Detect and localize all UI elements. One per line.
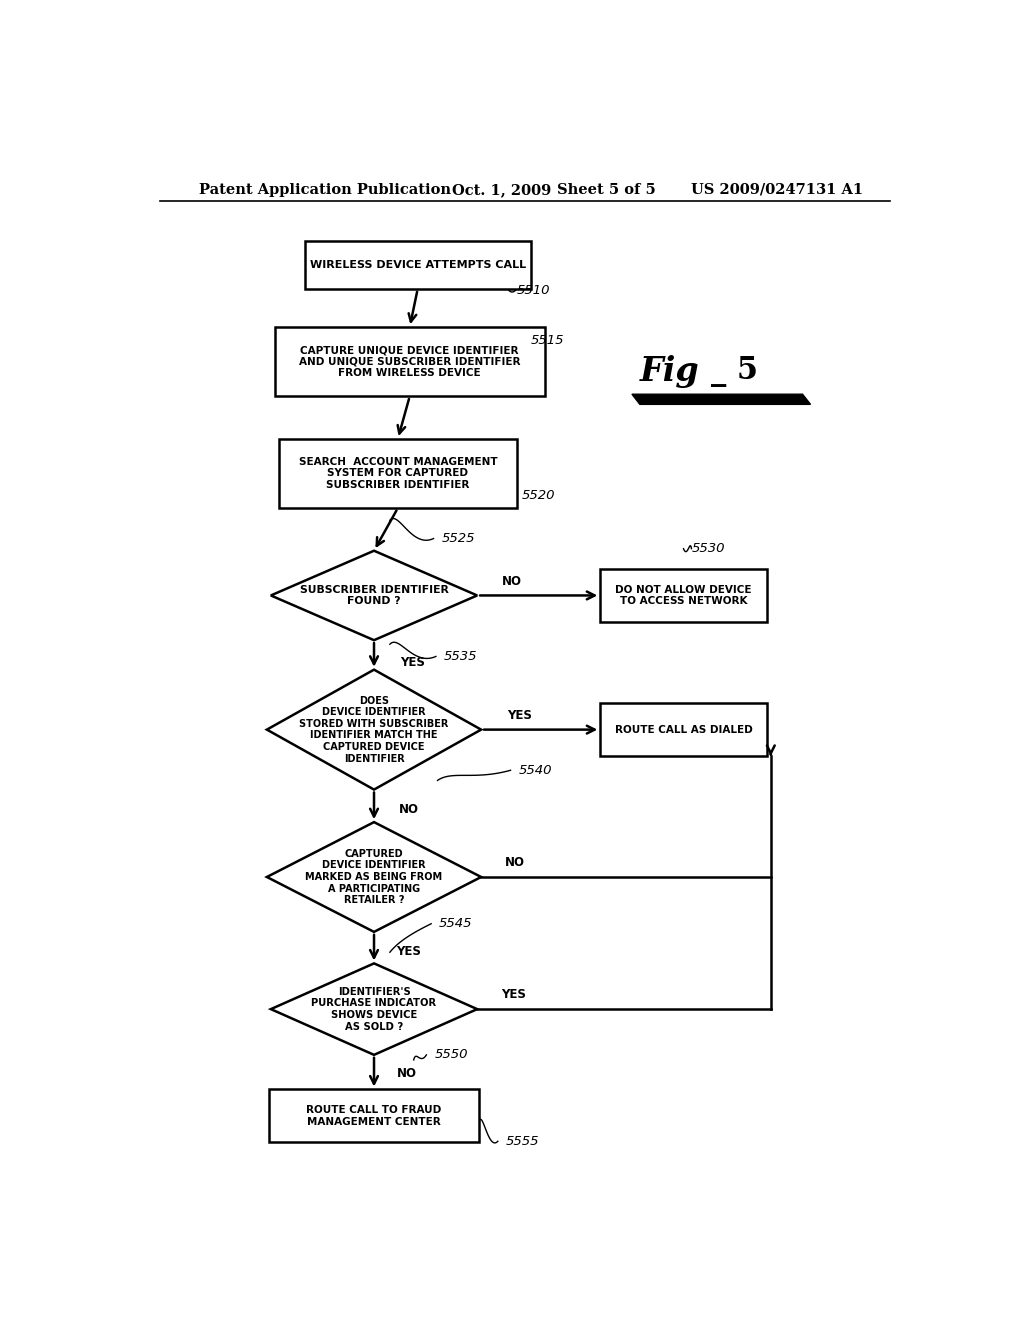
Text: CAPTURE UNIQUE DEVICE IDENTIFIER
AND UNIQUE SUBSCRIBER IDENTIFIER
FROM WIRELESS : CAPTURE UNIQUE DEVICE IDENTIFIER AND UNI…	[299, 345, 520, 379]
Text: SUBSCRIBER IDENTIFIER
FOUND ?: SUBSCRIBER IDENTIFIER FOUND ?	[300, 585, 449, 606]
Text: IDENTIFIER'S
PURCHASE INDICATOR
SHOWS DEVICE
AS SOLD ?: IDENTIFIER'S PURCHASE INDICATOR SHOWS DE…	[311, 987, 436, 1031]
Text: 5510: 5510	[517, 284, 550, 297]
Bar	[304, 242, 530, 289]
Text: 5525: 5525	[441, 532, 475, 545]
Text: NO: NO	[397, 1067, 418, 1080]
Text: NO: NO	[505, 857, 524, 870]
Bar	[600, 704, 767, 756]
Text: Fig: Fig	[640, 355, 699, 388]
Text: 5530: 5530	[691, 543, 725, 556]
Bar	[279, 440, 517, 508]
Text: 5515: 5515	[531, 334, 564, 347]
Bar	[269, 1089, 479, 1142]
Polygon shape	[267, 822, 481, 932]
Text: YES: YES	[396, 945, 421, 958]
Text: Sheet 5 of 5: Sheet 5 of 5	[557, 183, 655, 197]
Bar	[274, 327, 545, 396]
Text: 5545: 5545	[439, 917, 473, 931]
Polygon shape	[267, 669, 481, 789]
Text: 5550: 5550	[434, 1048, 468, 1061]
Text: 5535: 5535	[443, 649, 477, 663]
Text: DOES
DEVICE IDENTIFIER
STORED WITH SUBSCRIBER
IDENTIFIER MATCH THE
CAPTURED DEVI: DOES DEVICE IDENTIFIER STORED WITH SUBSC…	[299, 696, 449, 763]
Text: NO: NO	[502, 574, 522, 587]
Text: 5540: 5540	[518, 764, 552, 776]
Text: ROUTE CALL TO FRAUD
MANAGEMENT CENTER: ROUTE CALL TO FRAUD MANAGEMENT CENTER	[306, 1105, 441, 1127]
Text: NO: NO	[399, 804, 419, 816]
Text: WIRELESS DEVICE ATTEMPTS CALL: WIRELESS DEVICE ATTEMPTS CALL	[309, 260, 525, 271]
Text: Patent Application Publication: Patent Application Publication	[200, 183, 452, 197]
Polygon shape	[632, 395, 811, 404]
Polygon shape	[270, 550, 477, 640]
Text: 5555: 5555	[506, 1135, 540, 1148]
Text: Oct. 1, 2009: Oct. 1, 2009	[452, 183, 551, 197]
Text: US 2009/0247131 A1: US 2009/0247131 A1	[691, 183, 863, 197]
Text: ROUTE CALL AS DIALED: ROUTE CALL AS DIALED	[614, 725, 753, 735]
Text: SEARCH  ACCOUNT MANAGEMENT
SYSTEM FOR CAPTURED
SUBSCRIBER IDENTIFIER: SEARCH ACCOUNT MANAGEMENT SYSTEM FOR CAP…	[299, 457, 497, 490]
Bar	[600, 569, 767, 622]
Text: _ 5: _ 5	[712, 356, 759, 387]
Text: YES: YES	[399, 656, 425, 669]
Polygon shape	[270, 964, 477, 1055]
Text: 5520: 5520	[521, 490, 555, 503]
Text: CAPTURED
DEVICE IDENTIFIER
MARKED AS BEING FROM
A PARTICIPATING
RETAILER ?: CAPTURED DEVICE IDENTIFIER MARKED AS BEI…	[305, 849, 442, 906]
Text: DO NOT ALLOW DEVICE
TO ACCESS NETWORK: DO NOT ALLOW DEVICE TO ACCESS NETWORK	[615, 585, 752, 606]
Text: YES: YES	[507, 709, 531, 722]
Text: YES: YES	[502, 989, 526, 1002]
